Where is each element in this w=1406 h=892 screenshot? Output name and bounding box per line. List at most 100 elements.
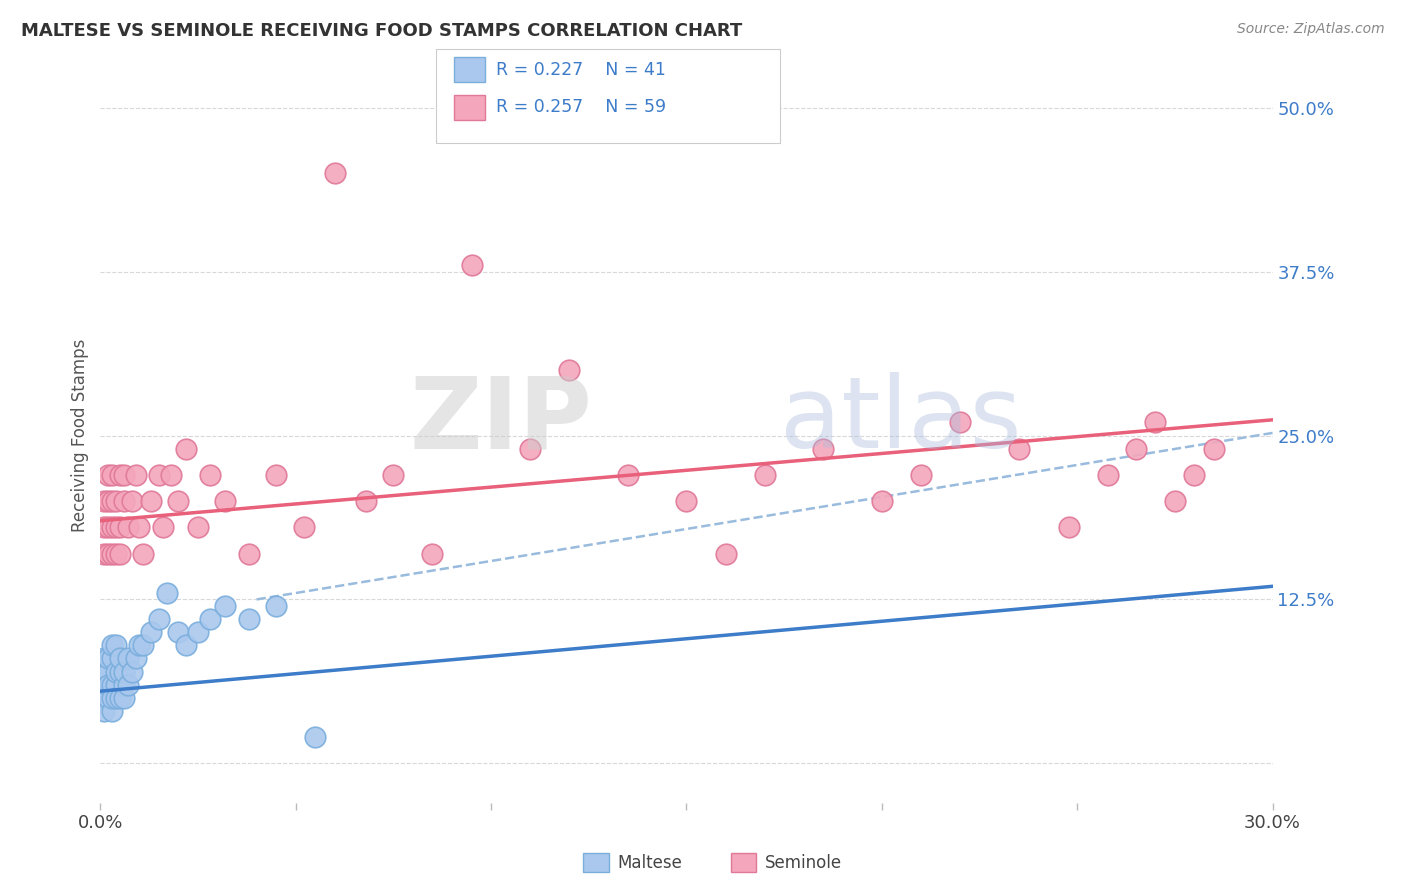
Point [198, 612, 221, 626]
Point [214, 494, 236, 508]
Point [187, 625, 209, 640]
Point [132, 638, 155, 652]
Point [1007, 442, 1029, 456]
Point [558, 363, 581, 377]
Point [97, 467, 120, 482]
Point [104, 547, 127, 561]
Point [422, 547, 444, 561]
Point [97, 690, 120, 705]
Point [382, 467, 405, 482]
Point [101, 678, 124, 692]
Point [104, 520, 127, 534]
Point [101, 467, 124, 482]
Point [292, 520, 315, 534]
Point [152, 520, 174, 534]
Text: Seminole: Seminole [765, 854, 842, 871]
Point [187, 520, 209, 534]
Point [112, 690, 135, 705]
Point [108, 690, 131, 705]
Point [714, 547, 737, 561]
Point [104, 690, 127, 705]
Point [1097, 467, 1119, 482]
Point [121, 494, 143, 508]
Point [97, 665, 120, 679]
Point [104, 494, 127, 508]
Point [159, 467, 181, 482]
Point [1059, 520, 1081, 534]
Point [148, 612, 170, 626]
Point [198, 467, 221, 482]
Point [108, 467, 131, 482]
Point [167, 625, 190, 640]
Text: MALTESE VS SEMINOLE RECEIVING FOOD STAMPS CORRELATION CHART: MALTESE VS SEMINOLE RECEIVING FOOD STAMP… [21, 22, 742, 40]
Point [264, 467, 287, 482]
Text: ZIP: ZIP [409, 372, 593, 469]
Point [754, 467, 776, 482]
Point [1202, 442, 1225, 456]
Point [675, 494, 697, 508]
Point [128, 638, 150, 652]
Point [264, 599, 287, 613]
Point [124, 651, 146, 665]
Point [97, 520, 120, 534]
Point [141, 494, 163, 508]
Point [214, 599, 236, 613]
Point [97, 651, 120, 665]
Point [101, 638, 124, 652]
Point [323, 166, 346, 180]
Text: Maltese: Maltese [617, 854, 682, 871]
Point [112, 494, 135, 508]
Point [176, 442, 198, 456]
Point [124, 467, 146, 482]
Text: R = 0.257    N = 59: R = 0.257 N = 59 [496, 98, 666, 116]
Point [104, 638, 127, 652]
Point [93, 678, 115, 692]
Point [108, 547, 131, 561]
Point [1144, 416, 1167, 430]
Text: Source: ZipAtlas.com: Source: ZipAtlas.com [1237, 22, 1385, 37]
Point [93, 665, 115, 679]
Point [617, 467, 640, 482]
Point [1182, 467, 1205, 482]
Y-axis label: Receiving Food Stamps: Receiving Food Stamps [72, 339, 89, 533]
Point [101, 547, 124, 561]
Point [112, 665, 135, 679]
Text: R = 0.227    N = 41: R = 0.227 N = 41 [496, 61, 666, 78]
Point [156, 586, 179, 600]
Point [101, 651, 124, 665]
Point [1164, 494, 1187, 508]
Point [238, 612, 260, 626]
Point [910, 467, 932, 482]
Point [97, 678, 120, 692]
Point [93, 651, 115, 665]
Point [101, 690, 124, 705]
Point [870, 494, 893, 508]
Point [238, 547, 260, 561]
Point [108, 665, 131, 679]
Point [112, 678, 135, 692]
Point [117, 520, 139, 534]
Point [132, 547, 155, 561]
Point [1125, 442, 1147, 456]
Point [117, 651, 139, 665]
Point [101, 704, 124, 718]
Point [811, 442, 834, 456]
Point [108, 520, 131, 534]
Point [167, 494, 190, 508]
Point [128, 520, 150, 534]
Point [141, 625, 163, 640]
Point [519, 442, 541, 456]
Point [460, 258, 482, 272]
Point [93, 494, 115, 508]
Point [354, 494, 377, 508]
Point [176, 638, 198, 652]
Point [93, 520, 115, 534]
Text: atlas: atlas [780, 372, 1022, 469]
Point [148, 467, 170, 482]
Point [108, 651, 131, 665]
Point [104, 678, 127, 692]
Point [93, 547, 115, 561]
Point [304, 730, 326, 744]
Point [117, 678, 139, 692]
Point [93, 704, 115, 718]
